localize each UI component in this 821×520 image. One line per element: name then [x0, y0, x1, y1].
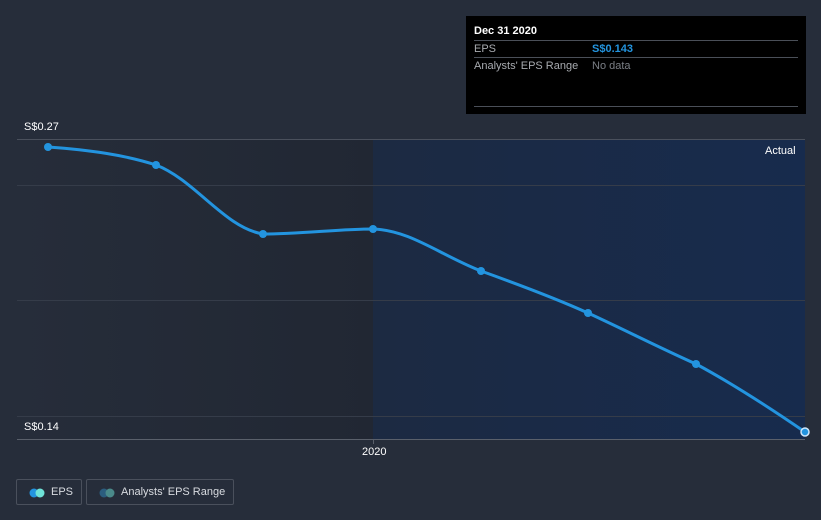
x-axis-label-2020: 2020 — [362, 446, 387, 458]
eps-points — [44, 143, 700, 368]
actual-region — [373, 139, 805, 439]
legend-analyst-range-button[interactable]: Analysts' EPS Range — [86, 479, 234, 505]
tooltip-eps-value: S$0.143 — [592, 43, 633, 55]
highlighted-data-point[interactable] — [800, 427, 810, 437]
eps-legend-icon — [29, 488, 45, 498]
eps-line — [47, 145, 806, 434]
tooltip-row-range: Analysts' EPS Range No data — [474, 57, 798, 75]
tooltip-divider — [474, 106, 798, 107]
legend-analyst-range-label: Analysts' EPS Range — [121, 486, 226, 498]
data-point[interactable] — [152, 161, 160, 169]
y-axis-label-bottom: S$0.14 — [24, 421, 59, 433]
data-point[interactable] — [369, 225, 377, 233]
analyst-range-legend-icon — [99, 488, 115, 498]
tooltip-row-eps: EPS S$0.143 — [474, 40, 798, 58]
past-region — [17, 139, 373, 439]
data-point[interactable] — [692, 360, 700, 368]
tooltip-eps-label: EPS — [474, 43, 497, 55]
actual-label: Actual — [765, 145, 796, 157]
legend-eps-button[interactable]: EPS — [16, 479, 82, 505]
data-point[interactable] — [259, 230, 267, 238]
legend-eps-label: EPS — [51, 486, 74, 498]
tooltip-range-label: Analysts' EPS Range — [474, 60, 579, 72]
tooltip: Dec 31 2020 EPS S$0.143 Analysts' EPS Ra… — [466, 16, 806, 114]
data-point[interactable] — [584, 309, 592, 317]
y-axis-label-top: S$0.27 — [24, 121, 59, 133]
tooltip-range-value: No data — [592, 60, 631, 72]
tooltip-date: Dec 31 2020 — [474, 25, 537, 37]
data-point[interactable] — [477, 267, 485, 275]
data-point[interactable] — [44, 143, 52, 151]
